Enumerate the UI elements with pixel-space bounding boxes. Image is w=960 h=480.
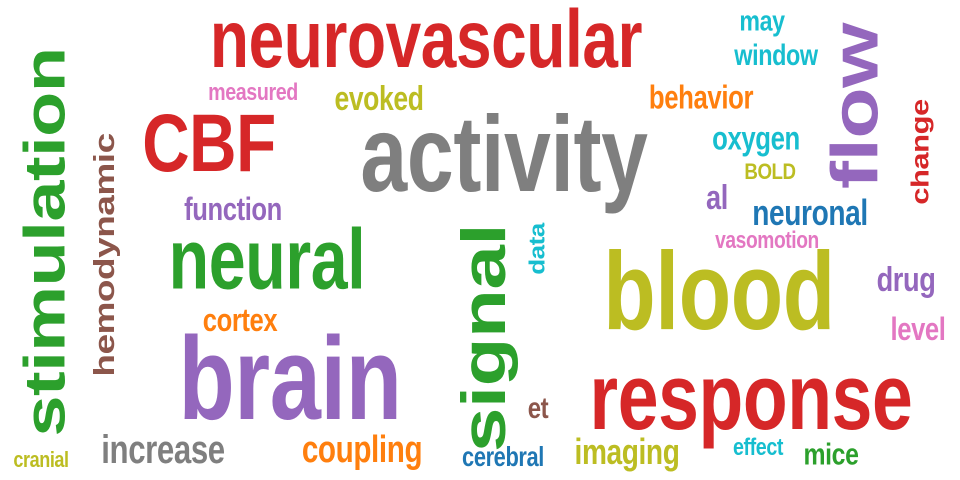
word-bold: BOLD bbox=[744, 159, 796, 184]
word-change: change bbox=[906, 99, 934, 205]
word-response: response bbox=[589, 344, 913, 449]
word-al: al bbox=[706, 179, 728, 217]
word-coupling: coupling bbox=[301, 429, 423, 471]
word-neuronal: neuronal bbox=[752, 192, 868, 233]
word-signal: signal bbox=[448, 223, 519, 453]
word-window: window bbox=[734, 39, 818, 72]
word-data: data bbox=[524, 223, 550, 275]
word-stimulation: stimulation bbox=[12, 47, 77, 437]
word-imaging: imaging bbox=[574, 431, 680, 472]
word-flow: flow bbox=[818, 23, 892, 189]
word-effect: effect bbox=[732, 434, 784, 461]
word-may: may bbox=[739, 5, 785, 38]
word-vasomotion: vasomotion bbox=[715, 227, 819, 254]
word-blood: blood bbox=[603, 230, 835, 353]
word-cerebral: cerebral bbox=[462, 441, 544, 472]
word-brain: brain bbox=[178, 313, 402, 445]
word-hemodynamic: hemodynamic bbox=[88, 133, 120, 377]
word-cranial: cranial bbox=[13, 447, 69, 472]
word-increase: increase bbox=[101, 428, 225, 472]
word-measured: measured bbox=[208, 79, 298, 106]
word-activity: activity bbox=[360, 93, 648, 214]
word-mice: mice bbox=[803, 436, 859, 472]
word-function: function bbox=[184, 191, 282, 227]
word-neurovascular: neurovascular bbox=[209, 0, 643, 85]
word-cbf: CBF bbox=[142, 98, 276, 189]
word-cortex: cortex bbox=[202, 302, 278, 338]
word-neural: neural bbox=[168, 212, 366, 308]
word-evoked: evoked bbox=[334, 80, 424, 118]
word-et: et bbox=[527, 392, 549, 425]
word-oxygen: oxygen bbox=[712, 119, 800, 157]
word-level: level bbox=[890, 311, 946, 347]
word-drug: drug bbox=[876, 261, 936, 299]
word-behavior: behavior bbox=[648, 78, 754, 116]
